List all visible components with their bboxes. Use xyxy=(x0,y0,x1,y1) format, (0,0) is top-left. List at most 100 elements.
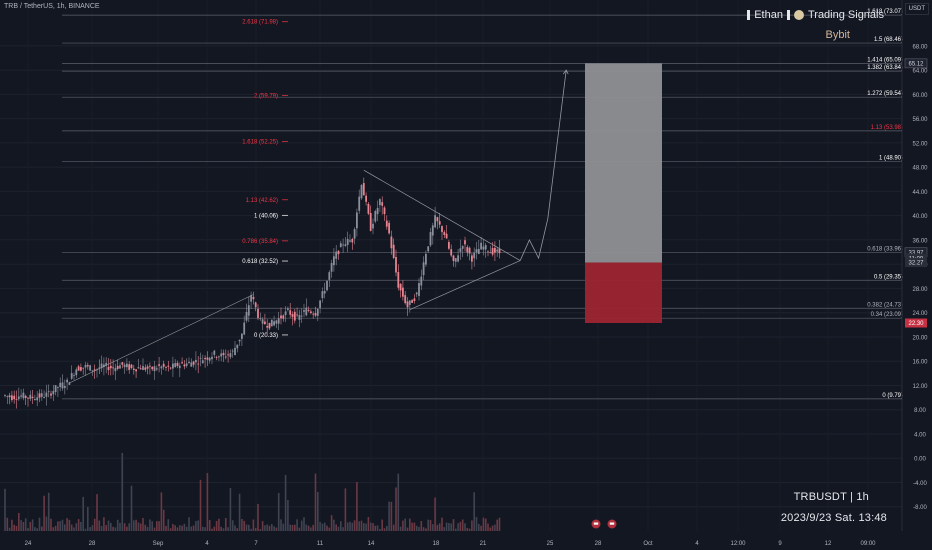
volume-bar xyxy=(231,520,234,531)
candle-body xyxy=(93,369,96,371)
volume-bar xyxy=(236,528,239,531)
volume-bar xyxy=(107,520,110,531)
candle-body xyxy=(107,366,110,371)
volume-bar xyxy=(250,528,252,531)
coin-icon xyxy=(793,10,804,20)
volume-bar xyxy=(427,519,429,531)
volume-bar xyxy=(402,520,404,531)
volume-bar xyxy=(144,524,147,531)
volume-bar xyxy=(436,524,439,531)
volume-bar xyxy=(323,522,326,531)
volume-bar xyxy=(289,524,291,531)
volume-bar xyxy=(169,528,172,531)
volume-bar xyxy=(245,524,248,531)
candle-body xyxy=(91,370,94,372)
candle-body xyxy=(328,272,331,280)
candle-body xyxy=(201,360,204,364)
candle-body xyxy=(257,309,259,318)
candle-body xyxy=(208,357,211,361)
candle-body xyxy=(360,185,363,199)
volume-bar xyxy=(6,517,9,531)
candle-body xyxy=(245,312,248,321)
volume-bar xyxy=(275,527,278,531)
candle-body xyxy=(280,315,282,319)
fib-label: 1.13 (53.98) xyxy=(871,125,903,131)
volume-bar xyxy=(349,521,351,531)
candle-body xyxy=(24,395,27,398)
candle-body xyxy=(155,368,158,370)
volume-bar xyxy=(34,527,36,531)
volume-bar xyxy=(353,520,356,531)
fib-label: 1.5 (68.46) xyxy=(874,37,903,43)
candle-body xyxy=(353,229,356,239)
volume-bar xyxy=(277,492,280,531)
candle-body xyxy=(190,362,193,367)
volume-bar xyxy=(160,492,163,531)
volume-bar xyxy=(303,517,305,531)
candle-body xyxy=(146,366,149,369)
volume-bar xyxy=(484,518,487,531)
candle-body xyxy=(480,242,482,250)
candle-body xyxy=(477,248,480,255)
volume-bar xyxy=(105,525,107,531)
candle-body xyxy=(77,366,80,371)
candle-body xyxy=(482,246,485,250)
candle-body xyxy=(15,399,18,400)
volume-bar xyxy=(208,520,211,531)
volume-bar xyxy=(487,523,489,531)
position-box[interactable] xyxy=(585,63,662,324)
event-marker-glyph xyxy=(609,522,615,525)
volume-bar xyxy=(197,520,199,531)
y-tick-label: 68.00 xyxy=(912,44,928,50)
candle-body xyxy=(431,225,434,236)
volume-bar xyxy=(133,520,135,531)
candle-body xyxy=(241,333,243,339)
candle-body xyxy=(89,365,91,371)
volume-bar xyxy=(199,479,202,531)
volume-bar xyxy=(77,519,80,531)
volume-bar xyxy=(282,523,285,531)
candle-body xyxy=(22,392,25,399)
fib-label: 0 (9.79) xyxy=(882,393,903,399)
candle-body xyxy=(229,353,232,358)
candle-body xyxy=(105,362,108,366)
candle-body xyxy=(406,301,409,308)
candle-body xyxy=(54,385,57,393)
volume-bar xyxy=(261,521,264,531)
candle-body xyxy=(183,364,186,367)
volume-bar xyxy=(181,525,183,531)
y-tick-label: 64.00 xyxy=(912,69,928,75)
candle-body xyxy=(487,251,489,253)
candle-body xyxy=(185,363,188,366)
volume-bar xyxy=(123,523,126,531)
x-tick-label: 09:00 xyxy=(860,541,876,547)
volume-bar xyxy=(399,526,402,531)
symbol-title: TRB / TetherUS, 1h, BINANCE xyxy=(4,3,100,10)
x-tick-label: 4 xyxy=(205,541,209,547)
candle-body xyxy=(356,212,358,229)
volume-bar xyxy=(425,528,427,531)
time-axis[interactable]: 24 28 Sep 4 7 11 14 18 21 25 28 Oct 4 12:00 9 12 09:00 xyxy=(25,541,877,547)
candle-body xyxy=(491,248,494,255)
volume-bar xyxy=(213,526,216,531)
volume-bar xyxy=(471,520,473,531)
candle-body xyxy=(128,364,131,370)
volume-bar xyxy=(142,517,144,531)
volume-bar xyxy=(153,527,156,531)
volume-bar xyxy=(464,523,466,531)
scale-button[interactable]: USDT xyxy=(904,3,929,15)
candle-body xyxy=(144,367,147,370)
candle-body xyxy=(38,393,41,398)
candle-body xyxy=(422,262,425,276)
volume-bar xyxy=(45,516,48,531)
candle-body xyxy=(252,296,255,300)
volume-bar xyxy=(328,527,331,531)
volume-bar xyxy=(257,503,259,531)
candle-body xyxy=(34,398,36,400)
volume-bar xyxy=(43,495,45,531)
candle-body xyxy=(314,313,317,316)
bar-icon xyxy=(747,10,751,20)
candle-body xyxy=(310,311,312,313)
y-tick-label: 60.00 xyxy=(912,93,928,99)
